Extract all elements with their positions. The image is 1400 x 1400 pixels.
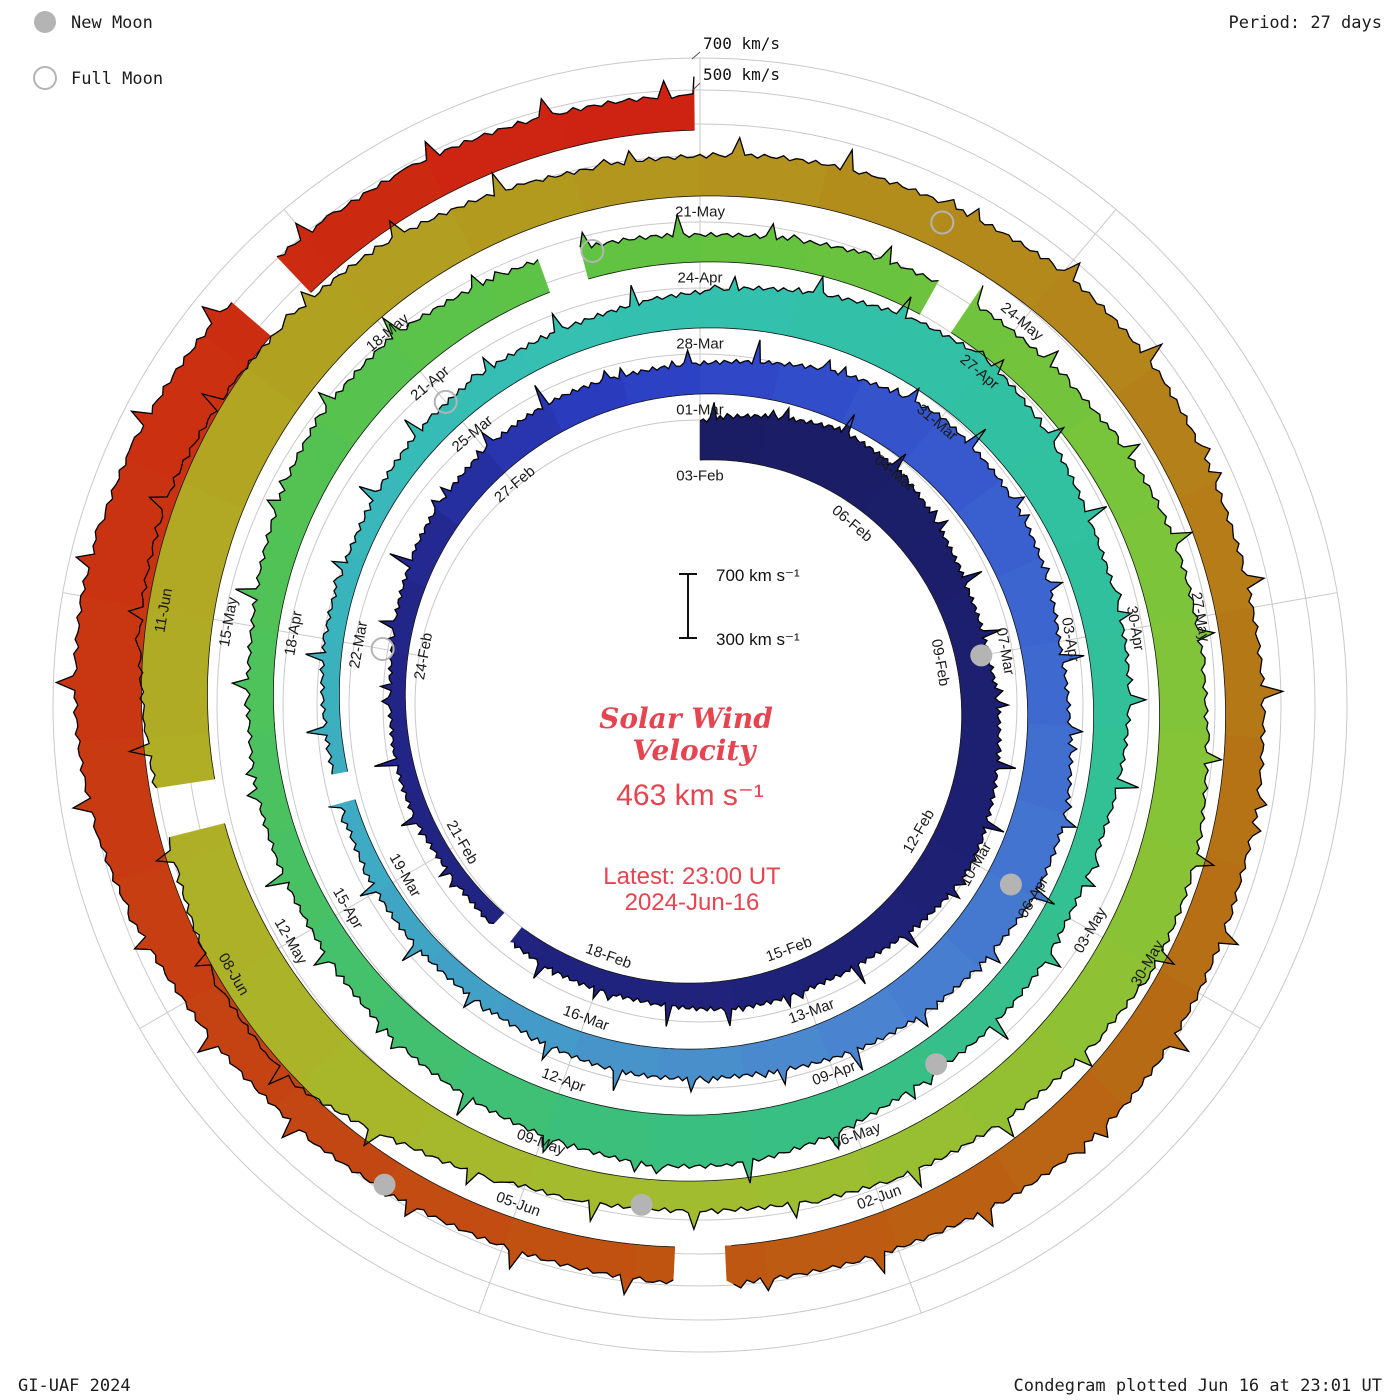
velocity-band-segment — [447, 347, 534, 423]
velocity-band-segment — [450, 1052, 559, 1137]
velocity-band-segment — [520, 311, 614, 373]
velocity-band-segment — [245, 729, 295, 835]
grid-spoke — [478, 972, 603, 1314]
full-moon-marker — [433, 389, 458, 414]
ring-label-700-pointer — [691, 51, 701, 60]
velocity-band-segment — [1142, 731, 1223, 855]
full-moon-marker — [370, 637, 395, 661]
velocity-band-segment — [724, 1241, 769, 1291]
new-moon-marker — [630, 1193, 653, 1216]
new-moon-marker — [925, 1053, 948, 1076]
date-label-21-May: 21-May — [675, 203, 726, 220]
date-label-15-May: 15-May — [216, 595, 242, 648]
new-moon-icon — [34, 11, 56, 33]
ring-label-500: 500 km/s — [703, 65, 780, 84]
velocity-band-segment — [231, 626, 279, 732]
date-label-22-Mar: 22-Mar — [346, 620, 371, 670]
date-label-24-Apr: 24-Apr — [677, 269, 722, 286]
velocity-trace — [54, 76, 1285, 1297]
velocity-band-segment — [401, 788, 451, 859]
scale-top-label: 700 km s⁻¹ — [716, 566, 800, 585]
velocity-band-segment — [645, 1110, 754, 1184]
date-label-24-Feb: 24-Feb — [411, 631, 436, 681]
date-label-03-Feb: 03-Feb — [676, 467, 724, 484]
velocity-band-segment — [379, 649, 409, 724]
date-label-07-Mar: 07-Mar — [993, 626, 1018, 676]
velocity-band-segment — [1206, 735, 1268, 869]
full-moon-icon — [33, 66, 57, 90]
chart-title-line1: Solar Wind — [599, 702, 773, 735]
date-label-30-Apr: 30-Apr — [1123, 605, 1148, 652]
spiral-baseline — [141, 129, 1226, 1248]
velocity-band-segment — [559, 76, 695, 149]
velocity-band-segment — [481, 385, 563, 473]
new-moon-marker — [373, 1173, 396, 1196]
new-moon-label: New Moon — [71, 13, 153, 33]
velocity-band-segment — [265, 826, 336, 930]
velocity-band-segment — [664, 979, 736, 1027]
ring-scale-annotation: 700 km/s 500 km/s — [691, 34, 780, 92]
latest-time-label: Latest: 23:00 UT — [603, 863, 781, 890]
velocity-band-segment — [542, 1093, 653, 1173]
velocity-band-segment — [349, 471, 406, 561]
ring-label-700: 700 km/s — [703, 34, 780, 53]
velocity-band-segment — [699, 136, 829, 208]
spiral-velocity-bands — [54, 76, 1285, 1297]
moon-phase-markers — [370, 210, 1022, 1216]
date-label-09-Feb: 09-Feb — [928, 638, 953, 688]
period-label: Period: 27 days — [1228, 13, 1382, 33]
velocity-band-segment — [619, 349, 701, 406]
scale-bottom-label: 300 km s⁻¹ — [716, 630, 800, 649]
velocity-band-segment — [525, 1155, 645, 1223]
velocity-band-segment — [389, 507, 459, 588]
velocity-band-segment — [953, 719, 1016, 794]
plotted-timestamp-label: Condegram plotted Jun 16 at 23:01 UT — [1014, 1376, 1382, 1396]
full-moon-label: Full Moon — [71, 69, 163, 89]
velocity-band-segment — [374, 721, 422, 794]
current-velocity-value: 463 km s⁻¹ — [616, 779, 764, 812]
center-readout: Solar Wind Velocity 463 km s⁻¹ Latest: 2… — [599, 702, 781, 916]
chart-title-line2: Velocity — [632, 734, 757, 767]
full-moon-marker — [930, 210, 955, 235]
velocity-band-segment — [341, 807, 394, 897]
velocity-band-segment — [656, 1045, 744, 1093]
velocity-band-segment — [55, 595, 149, 742]
ring-label-500-pointer — [691, 82, 701, 92]
velocity-scale-bar: 700 km s⁻¹ 300 km s⁻¹ — [679, 566, 800, 649]
velocity-band-segment — [731, 962, 805, 1012]
velocity-band-segment — [503, 1217, 638, 1296]
date-label-28-Mar: 28-Mar — [676, 335, 724, 352]
velocity-band-segment — [762, 1210, 898, 1292]
date-label-18-Apr: 18-Apr — [281, 610, 306, 657]
new-moon-marker — [999, 873, 1022, 896]
full-moon-marker — [580, 239, 605, 263]
date-label-01-Mar: 01-Mar — [676, 401, 724, 418]
velocity-band-segment — [591, 213, 701, 277]
velocity-band-segment — [592, 969, 668, 1007]
latest-date-label: 2024-Jun-16 — [625, 889, 760, 916]
credit-label: GI-UAF 2024 — [18, 1376, 131, 1396]
moon-legend: New Moon Full Moon — [33, 11, 163, 90]
velocity-band-segment — [640, 1176, 759, 1231]
new-moon-marker — [970, 644, 993, 667]
